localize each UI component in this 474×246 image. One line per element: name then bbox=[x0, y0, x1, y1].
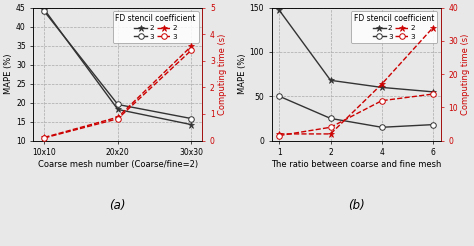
X-axis label: The ratio between coarse and fine mesh: The ratio between coarse and fine mesh bbox=[271, 160, 441, 169]
Y-axis label: Computing time (s): Computing time (s) bbox=[218, 33, 227, 115]
Legend: 2, 3, 2, 3: 2, 3, 2, 3 bbox=[351, 11, 437, 43]
Text: (b): (b) bbox=[348, 199, 365, 212]
Text: (a): (a) bbox=[109, 199, 126, 212]
Y-axis label: Computing time (s): Computing time (s) bbox=[461, 33, 470, 115]
X-axis label: Coarse mesh number (Coarse/fine=2): Coarse mesh number (Coarse/fine=2) bbox=[38, 160, 198, 169]
Y-axis label: MAPE (%): MAPE (%) bbox=[4, 54, 13, 94]
Legend: 2, 3, 2, 3: 2, 3, 2, 3 bbox=[113, 11, 199, 43]
Y-axis label: MAPE (%): MAPE (%) bbox=[238, 54, 247, 94]
